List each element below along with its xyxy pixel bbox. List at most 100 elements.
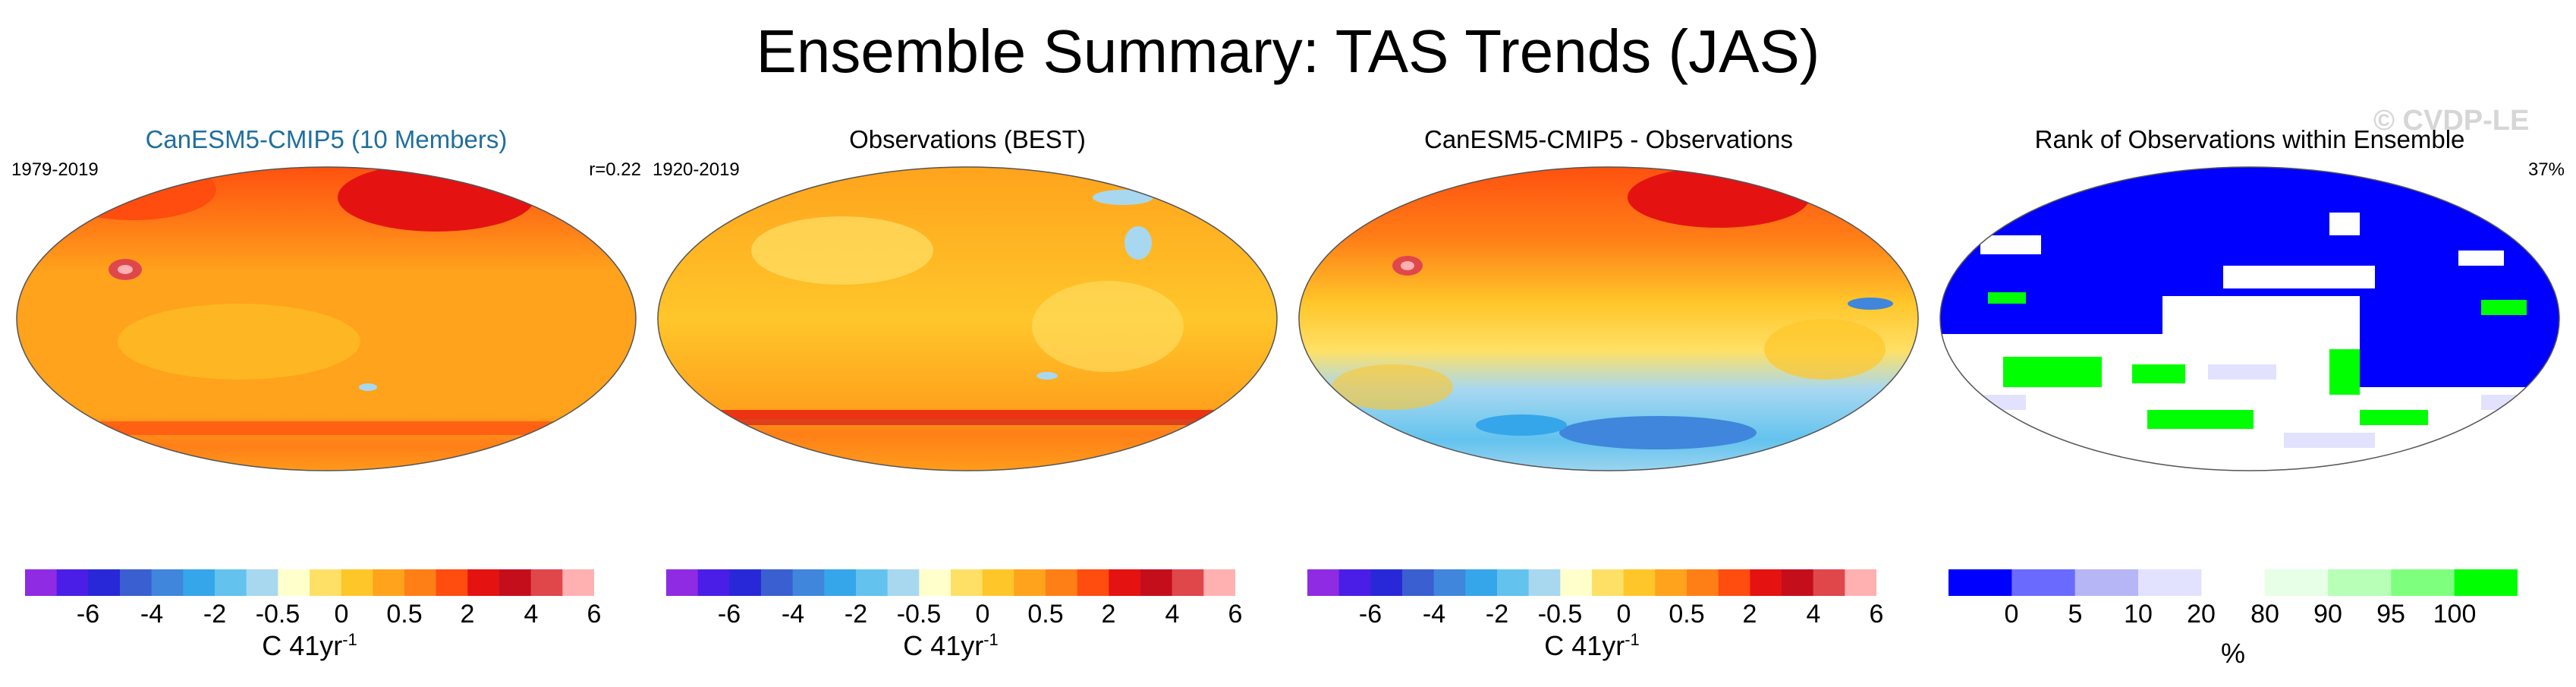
tick-label: -6: [717, 600, 741, 629]
tick-label: -2: [1485, 600, 1509, 629]
colorbar-segment: [1370, 569, 1403, 596]
colorbar-segment: [467, 569, 500, 596]
colorbar-segment: [2011, 569, 2076, 596]
colorbar-segment: [1402, 569, 1435, 596]
tick-label: 0: [1616, 600, 1631, 629]
tick-label: 6: [587, 600, 602, 629]
tick-label: 10: [2124, 600, 2153, 629]
panel-title: Rank of Observations within Ensemble: [2034, 125, 2465, 153]
colorbar-segment: [1465, 569, 1498, 596]
tick-label: 4: [1806, 600, 1821, 629]
tick-label: 20: [2187, 600, 2216, 629]
colorbar-segment: [499, 569, 532, 596]
colorbar-segment: [2074, 569, 2139, 596]
map-rank: [1939, 166, 2560, 471]
colorbar-segment: [562, 569, 594, 596]
tick-label: -4: [781, 600, 805, 629]
tick-label: 2: [1742, 600, 1757, 629]
tick-label: 2: [460, 600, 475, 629]
colorbar-segment: [88, 569, 121, 596]
colorbar-segment: [1014, 569, 1046, 596]
tick-label: -0.5: [1537, 600, 1583, 629]
colorbar-segment: [666, 569, 699, 596]
colorbar-segment: [215, 569, 247, 596]
panel-model: CanESM5-CMIP5 (10 Members) 1979-2019 r=0…: [11, 121, 641, 683]
colorbar-segment: [2391, 569, 2455, 596]
tick-label: 80: [2250, 600, 2279, 629]
colorbar-segment: [1592, 569, 1625, 596]
panel-rank: Rank of Observations within Ensemble 37%: [1935, 121, 2565, 683]
tick-label: 6: [1228, 600, 1243, 629]
colorbar-ticks: -6 -4 -2 -0.5 0 0.5 2 4 6: [1307, 600, 1884, 630]
tick-label: 2: [1101, 600, 1116, 629]
correlation-label: r=0.22: [589, 159, 641, 180]
colorbar-segment: [1109, 569, 1141, 596]
main-title: Ensemble Summary: TAS Trends (JAS): [756, 17, 1820, 85]
tick-label: -2: [203, 600, 227, 629]
colorbar: [1307, 569, 1876, 596]
colorbar-segment: [25, 569, 58, 596]
colorbar-ticks: -6 -4 -2 -0.5 0 0.5 2 4 6: [666, 600, 1243, 630]
tick-label: 100: [2433, 600, 2477, 629]
colorbar-unit: %: [2220, 638, 2245, 669]
colorbar-segment: [278, 569, 310, 596]
colorbar-segment: [856, 569, 889, 596]
colorbar-segment: [1687, 569, 1719, 596]
period-label: 1920-2019: [653, 159, 740, 180]
tick-label: -4: [140, 600, 164, 629]
colorbar-segment: [246, 569, 278, 596]
colorbar-segment: [729, 569, 762, 596]
colorbar-segment: [310, 569, 342, 596]
colorbar-ticks: -6 -4 -2 -0.5 0 0.5 2 4 6: [25, 600, 602, 630]
map-observations: [657, 166, 1278, 471]
tick-label: 4: [524, 600, 539, 629]
colorbar-segment: [120, 569, 153, 596]
colorbar-segment: [56, 569, 89, 596]
colorbar-segment: [951, 569, 983, 596]
colorbar-segment: [1172, 569, 1204, 596]
colorbar-segment: [919, 569, 951, 596]
colorbar-segment: [1782, 569, 1814, 596]
colorbar-segment: [436, 569, 468, 596]
colorbar-segment: [1560, 569, 1593, 596]
colorbar-segment: [1623, 569, 1656, 596]
colorbar-segment: [2201, 569, 2266, 596]
colorbar-segment: [697, 569, 730, 596]
colorbar-segment: [1718, 569, 1750, 596]
panel-observations: Observations (BEST) 1920-2019 -6 -4 -2 -…: [653, 121, 1282, 683]
colorbar-segment: [183, 569, 215, 596]
colorbar-segment: [404, 569, 437, 596]
colorbar-segment: [1140, 569, 1173, 596]
colorbar-segment: [2454, 569, 2518, 596]
tick-label: 0: [975, 600, 990, 629]
tick-label: 4: [1165, 600, 1180, 629]
tick-label: -0.5: [896, 600, 942, 629]
colorbar-segment: [341, 569, 373, 596]
colorbar: [666, 569, 1235, 596]
colorbar-segment: [2264, 569, 2329, 596]
colorbar-segment: [1750, 569, 1782, 596]
panel-title: Observations (BEST): [849, 125, 1086, 153]
panel-title: CanESM5-CMIP5 (10 Members): [145, 125, 508, 153]
colorbar-segment: [2328, 569, 2392, 596]
colorbar: [1949, 569, 2518, 596]
colorbar-unit: C 41yr-1: [262, 630, 357, 661]
colorbar-segment: [1655, 569, 1687, 596]
tick-label: 95: [2376, 600, 2405, 629]
tick-label: 5: [2068, 600, 2083, 629]
map-difference: [1298, 166, 1919, 471]
panel-title: CanESM5-CMIP5 - Observations: [1424, 125, 1793, 153]
tick-label: -0.5: [255, 600, 300, 629]
period-label: 1979-2019: [11, 159, 99, 180]
colorbar: [25, 569, 594, 596]
tick-label: -4: [1422, 600, 1446, 629]
colorbar-segment: [1813, 569, 1845, 596]
tick-label: -2: [844, 600, 868, 629]
rank-percent-label: 37%: [2527, 159, 2565, 180]
watermark: © CVDP-LE: [2373, 105, 2530, 137]
colorbar-segment: [1949, 569, 2012, 596]
colorbar-segment: [151, 569, 184, 596]
tick-label: 0.5: [1669, 600, 1705, 629]
tick-label: 0: [2004, 600, 2019, 629]
colorbar-segment: [530, 569, 563, 596]
